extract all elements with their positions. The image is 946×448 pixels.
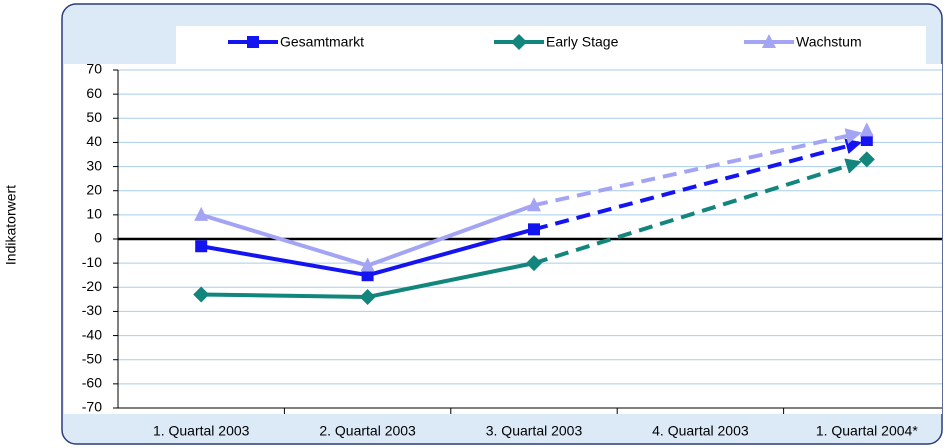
y-tick-label: -70 (82, 399, 102, 415)
y-axis-label: Indikatorwert (3, 185, 19, 265)
legend-label: Wachstum (796, 34, 862, 50)
x-tick-label: 2. Quartal 2003 (319, 423, 416, 439)
data-point (859, 122, 874, 137)
y-tick-label: 20 (86, 181, 102, 197)
data-point (195, 240, 208, 253)
data-point (860, 134, 873, 147)
y-tick-label: 70 (86, 61, 102, 77)
legend-box (176, 26, 926, 64)
line-segment (199, 244, 370, 278)
y-tick-label: -10 (82, 254, 102, 270)
data-point (361, 269, 374, 282)
line-segment (199, 292, 370, 299)
data-point (194, 206, 209, 221)
data-point (360, 257, 375, 272)
y-tick-label: 30 (86, 157, 102, 173)
legend-marker (762, 34, 776, 48)
legend-marker (511, 34, 527, 50)
line-segment (365, 203, 536, 268)
y-tick-label: 0 (94, 230, 102, 246)
y-tick-label: 40 (86, 133, 102, 149)
data-point (359, 288, 376, 305)
forecast-segment (533, 158, 862, 266)
y-tick-label: -30 (82, 302, 102, 318)
y-tick-label: -20 (82, 278, 102, 294)
x-tick-label: 3. Quartal 2003 (486, 423, 583, 439)
forecast-segment (533, 138, 862, 232)
legend-marker (247, 36, 259, 48)
line-segment (365, 261, 536, 299)
data-point (526, 255, 542, 272)
x-tick-label: 1. Quartal 2003 (153, 423, 250, 439)
y-tick-label: 60 (86, 85, 102, 101)
line-segment (365, 227, 536, 278)
line-segment (199, 212, 370, 268)
legend-label: Early Stage (546, 34, 619, 50)
y-tick-label: -60 (82, 375, 102, 391)
y-tick-label: -40 (82, 326, 102, 342)
y-tick-label: 10 (86, 206, 102, 222)
x-tick-label: 1. Quartal 2004* (816, 423, 919, 439)
y-tick-label: -50 (82, 350, 102, 366)
data-point (528, 223, 540, 236)
forecast-segment (533, 128, 862, 208)
data-point (858, 151, 875, 168)
y-tick-label: 50 (86, 109, 102, 125)
legend-label: Gesamtmarkt (280, 34, 364, 50)
data-point (193, 286, 210, 303)
x-tick-label: 4. Quartal 2003 (652, 423, 749, 439)
data-point (527, 197, 541, 212)
